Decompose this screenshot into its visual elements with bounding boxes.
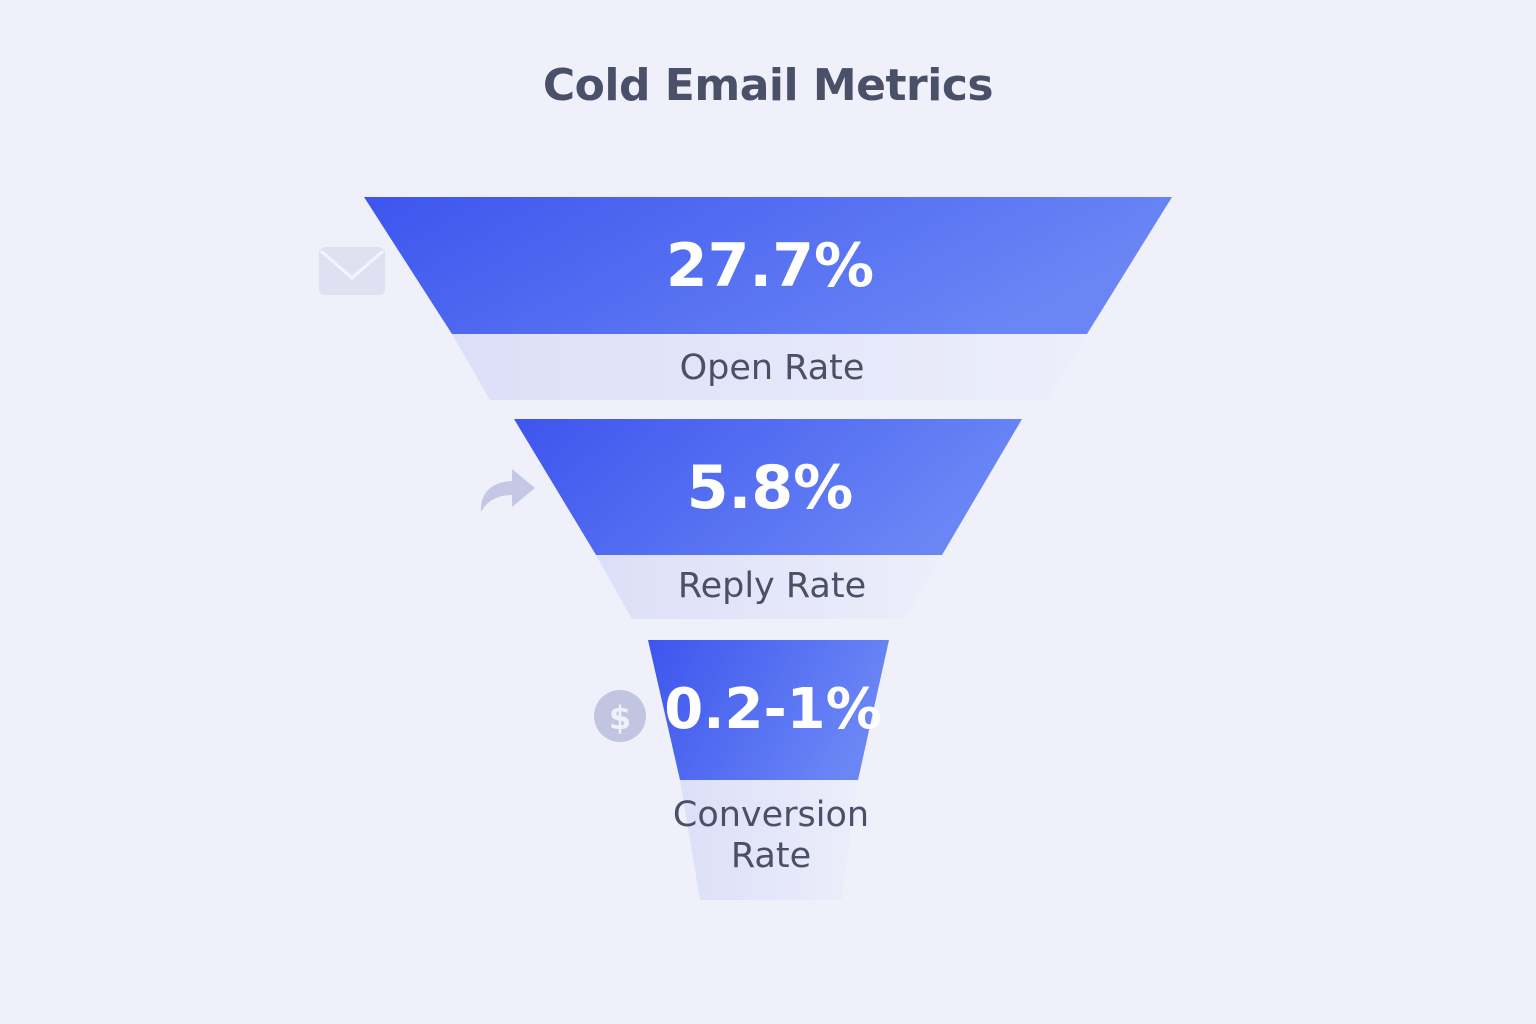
- label-band: [680, 780, 858, 900]
- funnel-stage-conversion-rate: 0.2-1% Conversion Rate: [648, 640, 889, 900]
- stage-label-line-1: Conversion: [673, 795, 869, 835]
- funnel-segment: [364, 197, 1172, 334]
- funnel-stage-reply-rate: 5.8% Reply Rate: [514, 419, 1022, 619]
- value-label: 5.8%: [687, 453, 853, 523]
- label-band: [452, 334, 1087, 400]
- chart-title: Cold Email Metrics: [542, 60, 994, 111]
- funnel-stage-open-rate: 27.7% Open Rate: [364, 197, 1172, 400]
- stage-label: Reply Rate: [678, 566, 866, 606]
- label-band: [596, 555, 942, 619]
- value-label: 27.7%: [666, 231, 874, 301]
- value-label: 0.2-1%: [664, 677, 882, 742]
- envelope-icon: [319, 247, 385, 295]
- stage-label: Open Rate: [680, 348, 865, 388]
- stage-label-line-2: Rate: [731, 836, 811, 876]
- funnel-segment: [514, 419, 1022, 555]
- dollar-coin-icon: $: [594, 690, 646, 742]
- reply-arrow-icon: [480, 469, 535, 512]
- svg-text:$: $: [609, 699, 631, 737]
- funnel-segment: [648, 640, 889, 780]
